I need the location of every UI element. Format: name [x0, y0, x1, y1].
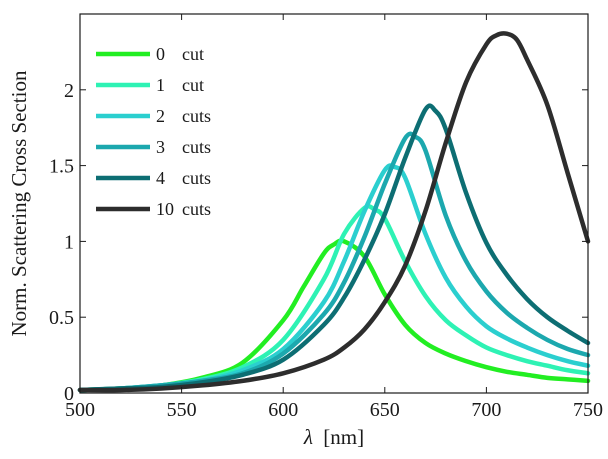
legend-item-0: 0 cut — [96, 44, 204, 64]
legend-unit-0: cut — [182, 44, 204, 64]
legend-label-1: 1 — [156, 75, 165, 95]
legend-label-0: 0 — [156, 44, 165, 64]
x-tick-label-0: 500 — [65, 399, 95, 421]
x-tick-label-1: 550 — [167, 399, 197, 421]
y-tick-label-0: 0 — [64, 383, 74, 405]
legend-label-4: 4 — [156, 168, 165, 188]
y-tick-label-1: 0.5 — [49, 307, 74, 329]
legend-item-5: 10 cuts — [96, 199, 211, 219]
legend-unit-4: cuts — [182, 168, 211, 188]
y-tick-label-2: 1 — [64, 231, 74, 253]
legend-unit-2: cuts — [182, 106, 211, 126]
plot-frame — [79, 13, 589, 394]
legend-label-2: 2 — [156, 106, 165, 126]
legend-item-1: 1 cut — [96, 75, 204, 95]
legend-label-3: 3 — [156, 137, 165, 157]
x-axis-symbol: λ — [303, 425, 313, 449]
legend-item-3: 3 cuts — [96, 137, 211, 157]
legend-item-4: 4 cuts — [96, 168, 211, 188]
x-tick-label-5: 750 — [573, 399, 603, 421]
y-axis-label: Norm. Scattering Cross Section — [7, 70, 31, 336]
legend-unit-1: cut — [182, 75, 204, 95]
series-line-4 — [77, 103, 591, 393]
y-tick-label-4: 2 — [64, 80, 74, 102]
legend-item-2: 2 cuts — [96, 106, 211, 126]
series-layer — [77, 31, 591, 393]
legend: 0 cut 1 cut 2 cuts 3 cuts 4 cuts 10 cuts — [96, 44, 211, 219]
x-axis-label: λ [nm] — [303, 425, 364, 449]
x-tick-label-2: 600 — [268, 399, 298, 421]
y-tick-label-3: 1.5 — [49, 156, 74, 178]
legend-unit-5: cuts — [182, 199, 211, 219]
x-tick-label-4: 700 — [471, 399, 501, 421]
tick-layer: 500 550 600 650 700 750 0 0.5 1 1.5 2 — [49, 14, 603, 421]
x-axis-unit: [nm] — [323, 425, 364, 449]
legend-unit-3: cuts — [182, 137, 211, 157]
legend-label-5: 10 — [156, 199, 174, 219]
x-tick-label-3: 650 — [370, 399, 400, 421]
series-line-5 — [77, 31, 591, 393]
